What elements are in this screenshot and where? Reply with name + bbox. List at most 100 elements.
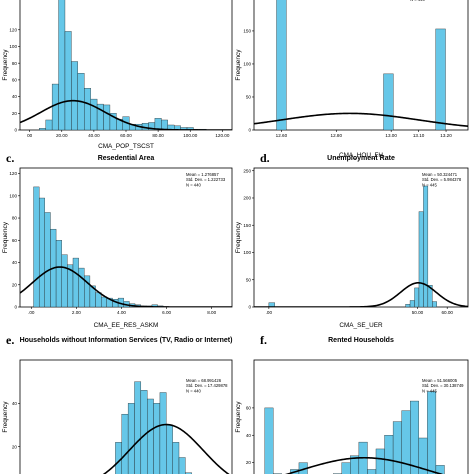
y-tick-label: 120 [9,171,17,176]
histogram-bar [384,435,394,474]
y-tick-label: 60 [12,77,18,82]
y-axis-label: Frequency [2,49,9,81]
y-tick-label: 40 [12,260,18,265]
y-tick-label: 80 [12,61,18,66]
normal-curve [284,456,444,474]
y-tick-label: 60 [246,405,252,410]
histogram-bar [410,400,419,474]
y-tick-label: 40 [12,401,18,406]
x-axis-label: CMA_SE_UER [339,322,383,329]
chart-panel-4: d. Unemployment Rate 0 50 100 150 200 250 .00 50.… [235,151,469,329]
y-tick-label: 20 [12,282,18,287]
y-tick-label: 50 [246,277,252,282]
histogram-bar [51,83,59,130]
x-tick-label: 60.00 [441,310,453,315]
histogram-bar [185,472,192,474]
histogram-bar [392,421,402,474]
y-tick-label: 0 [248,305,251,310]
plot-frame [253,359,469,474]
x-tick-label: 120.00 [215,133,229,138]
histogram-bar [367,469,377,474]
histogram-bar [276,0,287,130]
bar-group [276,0,446,130]
bar-group [264,391,445,474]
histogram-bar [186,127,194,130]
histogram-bar [341,462,351,474]
chart-panel-2: 0 50 100 150 200 12.60 12.80 13.00 13.10 13.20 CMA… [235,0,469,159]
y-tick-label: 100 [9,193,17,198]
stats-line: N = 445 [422,182,437,187]
chart-panel-3: c. Resedential Area 0 20 40 60 80 100 120 .00 2.00… [2,151,233,329]
panel-title: Households without Information Services … [20,337,233,344]
x-axis-label: CMA_HOU_FH [339,152,383,159]
panel-title: Resedential Area [98,155,155,162]
y-axis-label: Frequency [235,49,242,81]
histogram-bar [383,73,394,130]
bar-group [268,185,437,307]
x-tick-label: 13.10 [413,133,425,138]
stats-line: Mean = 50.324471 [422,172,458,177]
histogram-bar [64,31,72,130]
y-tick-label: 0 [14,305,17,310]
histogram-bar [427,391,437,474]
histogram-bar [435,28,446,130]
x-tick-label: .00 [266,310,273,315]
histogram-bar [414,287,420,307]
x-tick-label: 20.00 [56,133,68,138]
plot-frame [19,359,233,474]
panel-label: c. [6,151,14,165]
y-tick-label: 0 [14,128,17,133]
histogram-bar [55,240,62,307]
x-tick-label: .00 [28,310,35,315]
histogram-bar [268,302,275,307]
stats-line: Mean = 51.566005 [422,378,458,383]
histogram-bar [101,296,108,307]
y-tick-label: 40 [12,94,18,99]
histogram-bar [39,128,46,130]
histogram-bar [58,0,66,130]
stats-line: Std. Dev. = 17.429878 [186,383,228,388]
y-tick-label: 120 [9,27,17,32]
histogram-bar [84,88,91,130]
stats-line: Std. Dev. = 1.222733 [186,177,226,182]
histogram-bar [147,398,154,474]
x-tick-label: 12.60 [276,133,288,138]
stats-line: Mean = 68.991426 [186,378,222,383]
normal-curve [254,112,468,128]
histogram-bar [427,285,433,307]
stats-line: Mean = 1.276857 [186,172,219,177]
panel-label: f. [260,333,267,347]
y-tick-label: 20 [12,444,18,449]
x-axis-label: CMA_POP_TSCST [98,143,154,150]
histogram-bar [61,254,68,307]
plot-frame [253,167,469,308]
x-tick-label: 12.80 [331,133,343,138]
x-tick-label: 13.00 [385,133,397,138]
histogram-bar [44,212,51,307]
histogram-bar [90,98,98,130]
stats-line: N = 440 [186,182,201,187]
y-tick-label: 20 [12,111,18,116]
normal-curve [102,423,230,474]
y-tick-label: 200 [243,196,251,201]
y-tick-label: 200 [243,0,251,1]
stats-line: N = 445 [422,388,437,393]
chart-panel-5: e. Households without Information Service… [2,333,232,474]
histogram-bar [166,424,173,474]
panel-title: Unemployment Rate [327,155,395,162]
y-tick-label: 0 [248,128,251,133]
chart-panel-6: f. Rented Households 20 40 60 Frequency Mean =… [235,333,469,474]
stats-line: N = 440 [410,0,425,2]
histogram-bar [423,185,429,307]
y-axis-label: Frequency [235,401,242,433]
y-tick-label: 40 [246,433,252,438]
histogram-bar [153,403,161,474]
panel-label: d. [260,151,270,165]
y-tick-label: 20 [246,460,252,465]
x-tick-label: 13.20 [440,133,452,138]
histogram-bar [264,407,274,474]
y-tick-label: 100 [243,62,251,67]
normal-curve [20,266,232,307]
x-tick-label: 2.00 [72,310,81,315]
